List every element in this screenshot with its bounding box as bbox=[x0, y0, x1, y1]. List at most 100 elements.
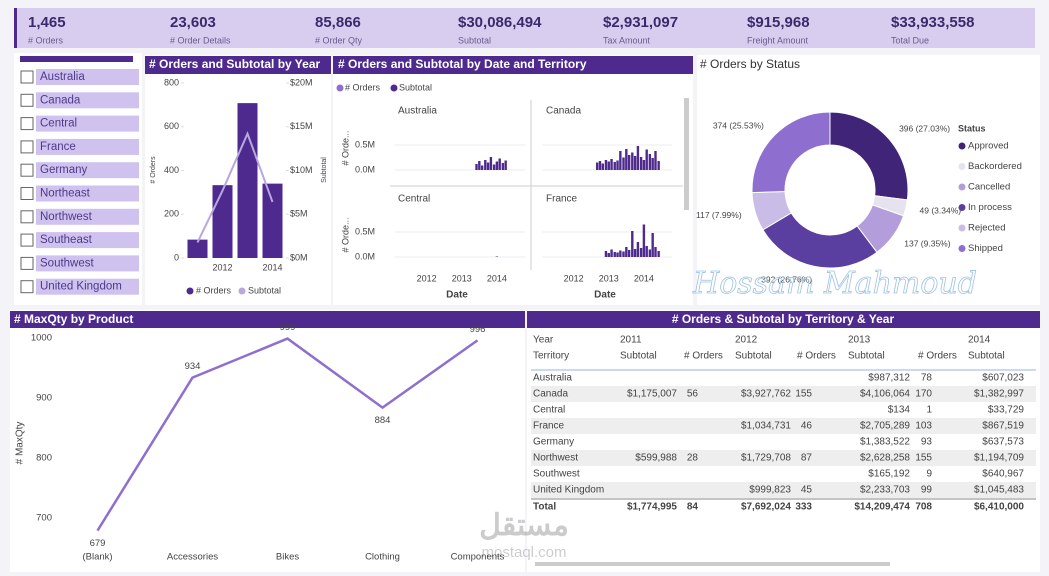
title-bar bbox=[527, 311, 1040, 328]
slicer-item[interactable] bbox=[36, 92, 139, 109]
panel-title: Central bbox=[398, 194, 430, 205]
bar bbox=[610, 249, 613, 257]
legend-swatch bbox=[958, 183, 966, 191]
slicer-label: Australia bbox=[40, 71, 85, 83]
bar bbox=[484, 160, 487, 170]
legend-label: Cancelled bbox=[968, 182, 1010, 193]
chart-title: # MaxQty by Product bbox=[14, 312, 133, 326]
bar bbox=[616, 160, 619, 170]
bar bbox=[657, 161, 660, 170]
y-tick-label: 0.0M bbox=[355, 164, 375, 174]
checkbox[interactable] bbox=[20, 117, 34, 131]
bar bbox=[475, 164, 478, 170]
bar bbox=[613, 252, 616, 257]
bar bbox=[613, 162, 616, 170]
x-tick-label: 2013 bbox=[452, 273, 472, 283]
slicer-item[interactable] bbox=[36, 115, 139, 132]
row-stripe bbox=[531, 418, 1036, 434]
table-cell: $1,382,997 bbox=[974, 389, 1024, 400]
watermark: مستقل bbox=[479, 509, 569, 542]
y-tick-label: 0.5M bbox=[355, 139, 375, 149]
checkbox[interactable] bbox=[20, 70, 34, 84]
bar bbox=[498, 158, 501, 170]
kpi-label: # Order Details bbox=[170, 35, 231, 45]
panel bbox=[10, 310, 525, 572]
table-cell: $2,233,703 bbox=[860, 485, 910, 496]
slicer-item[interactable] bbox=[36, 255, 139, 272]
y-axis-label: # MaxQty bbox=[15, 422, 26, 465]
checkbox[interactable] bbox=[20, 163, 34, 177]
legend-swatch bbox=[958, 204, 966, 211]
panel-title: Canada bbox=[546, 106, 581, 117]
y-axis-label: # Orde... bbox=[340, 217, 350, 252]
slicer-item[interactable] bbox=[36, 69, 139, 85]
bar bbox=[633, 249, 637, 257]
bar bbox=[625, 247, 628, 257]
table-cell: Germany bbox=[533, 437, 574, 448]
slicer-header bbox=[20, 56, 133, 62]
bar bbox=[187, 239, 208, 258]
checkbox[interactable] bbox=[20, 210, 34, 224]
scrollbar[interactable] bbox=[535, 562, 890, 566]
bar bbox=[636, 242, 640, 257]
table-cell: $1,034,731 bbox=[741, 421, 791, 432]
legend-swatch bbox=[958, 163, 966, 170]
chart-title: # Orders and Subtotal by Date and Territ… bbox=[338, 57, 587, 71]
checkbox[interactable] bbox=[20, 187, 34, 200]
y-axis-label: # Orders bbox=[150, 156, 157, 184]
row-stripe bbox=[531, 482, 1036, 498]
table-cell: 87 bbox=[801, 453, 813, 464]
table-header: Subtotal bbox=[968, 351, 1005, 362]
slicer-item[interactable] bbox=[36, 232, 139, 249]
table-cell: 78 bbox=[921, 373, 933, 384]
checkbox[interactable] bbox=[20, 256, 34, 270]
bar bbox=[492, 164, 496, 170]
table-cell: Central bbox=[533, 405, 565, 416]
row-stripe bbox=[531, 386, 1036, 402]
checkbox[interactable] bbox=[20, 280, 34, 294]
table-cell: $607,023 bbox=[982, 373, 1024, 384]
y-tick-label: 0.0M bbox=[355, 251, 375, 261]
table-cell: $1,194,709 bbox=[974, 453, 1024, 464]
y-tick-label: 700 bbox=[36, 513, 52, 524]
slicer-item[interactable] bbox=[36, 278, 139, 295]
y-tick-label: 400 bbox=[164, 165, 179, 175]
title-bar bbox=[145, 56, 331, 74]
bar bbox=[631, 231, 634, 257]
slicer-item[interactable] bbox=[36, 185, 139, 202]
data-label: 374 (25.53%) bbox=[713, 120, 764, 130]
x-tick-label: Components bbox=[451, 552, 505, 563]
kpi-label: Freight Amount bbox=[747, 35, 809, 45]
slicer-label: France bbox=[40, 141, 76, 153]
bar bbox=[654, 151, 657, 170]
y-tick-label: 900 bbox=[36, 393, 52, 404]
data-label: 392 (26.76%) bbox=[761, 275, 812, 285]
table-cell: $1,383,522 bbox=[860, 437, 910, 448]
slicer-item[interactable] bbox=[36, 138, 139, 155]
table-cell: $637,573 bbox=[982, 437, 1024, 448]
table-cell: 708 bbox=[915, 502, 932, 513]
panel bbox=[333, 55, 693, 305]
checkbox[interactable] bbox=[20, 140, 34, 154]
bar bbox=[636, 146, 640, 170]
slicer-item[interactable] bbox=[36, 208, 139, 225]
donut-slice bbox=[751, 111, 831, 194]
table-cell: Southwest bbox=[533, 469, 580, 480]
scrollbar[interactable] bbox=[684, 98, 689, 210]
checkbox[interactable] bbox=[20, 233, 34, 247]
panel-title: France bbox=[546, 194, 578, 205]
kpi-accent bbox=[14, 8, 17, 48]
bar bbox=[480, 165, 484, 170]
table-cell: $14,209,474 bbox=[854, 502, 910, 513]
y-tick-label: 1000 bbox=[31, 333, 52, 344]
table-cell: $1,729,708 bbox=[741, 453, 791, 464]
bar bbox=[619, 250, 622, 257]
bar bbox=[622, 251, 625, 257]
data-label: 49 (3.34%) bbox=[920, 205, 962, 215]
panel bbox=[527, 310, 1040, 572]
checkbox[interactable] bbox=[20, 93, 34, 107]
bar bbox=[501, 163, 505, 170]
bar bbox=[262, 183, 283, 258]
slicer-item[interactable] bbox=[36, 162, 139, 179]
bar bbox=[504, 160, 507, 170]
